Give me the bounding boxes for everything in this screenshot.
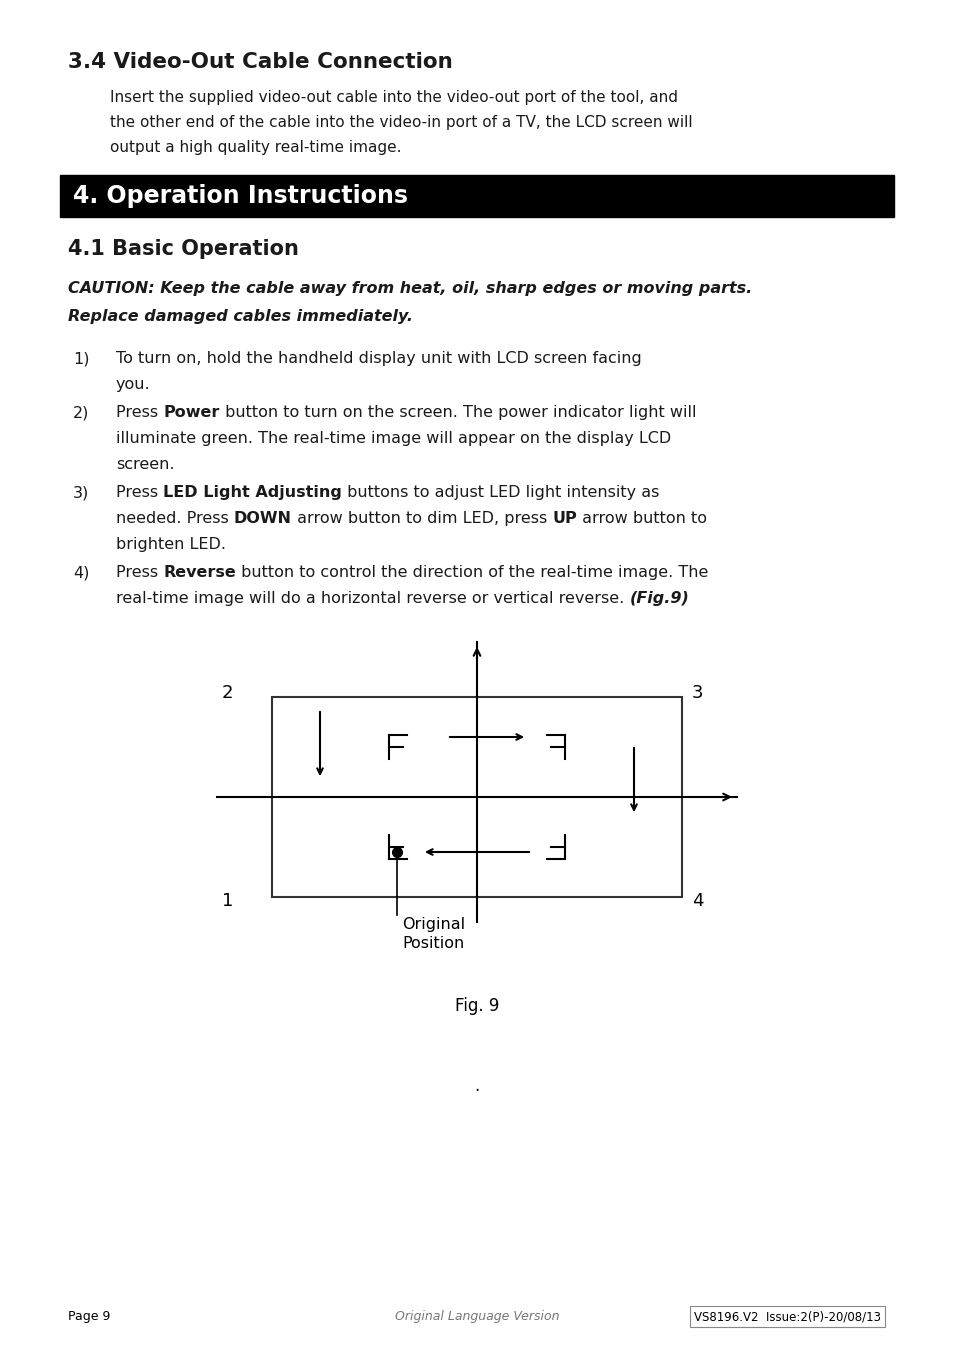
Text: 2: 2 [222, 684, 233, 701]
Text: 3.4 Video-Out Cable Connection: 3.4 Video-Out Cable Connection [68, 51, 453, 72]
Text: (Fig.9): (Fig.9) [629, 590, 688, 607]
Text: Press: Press [116, 485, 163, 500]
Text: button to control the direction of the real-time image. The: button to control the direction of the r… [235, 565, 708, 580]
Text: screen.: screen. [116, 458, 174, 473]
Text: 3): 3) [73, 485, 90, 500]
Text: CAUTION: Keep the cable away from heat, oil, sharp edges or moving parts.: CAUTION: Keep the cable away from heat, … [68, 282, 752, 297]
Text: Original Language Version: Original Language Version [395, 1311, 558, 1323]
Text: you.: you. [116, 376, 151, 393]
Text: 1): 1) [73, 351, 90, 366]
Text: LED Light Adjusting: LED Light Adjusting [163, 485, 342, 500]
Text: Reverse: Reverse [163, 565, 235, 580]
Text: the other end of the cable into the video-in port of a TV, the LCD screen will: the other end of the cable into the vide… [110, 115, 692, 130]
Text: buttons to adjust LED light intensity as: buttons to adjust LED light intensity as [342, 485, 659, 500]
Text: 3: 3 [691, 684, 702, 701]
Text: 4. Operation Instructions: 4. Operation Instructions [73, 184, 408, 209]
Text: arrow button to: arrow button to [577, 510, 706, 525]
Text: button to turn on the screen. The power indicator light will: button to turn on the screen. The power … [219, 405, 696, 420]
Text: .: . [474, 1076, 479, 1095]
Text: 1: 1 [222, 892, 233, 910]
Text: UP: UP [552, 510, 577, 525]
Text: VS8196.V2  Issue:2(P)-20/08/13: VS8196.V2 Issue:2(P)-20/08/13 [693, 1311, 880, 1323]
Bar [60, 175, 893, 217]
Text: DOWN: DOWN [233, 510, 292, 525]
Text: Power: Power [163, 405, 219, 420]
Text: To turn on, hold the handheld display unit with LCD screen facing: To turn on, hold the handheld display un… [116, 351, 641, 366]
Text: Press: Press [116, 565, 163, 580]
Bar [272, 697, 681, 896]
Text: 4): 4) [73, 565, 90, 580]
Text: output a high quality real-time image.: output a high quality real-time image. [110, 139, 401, 154]
Text: Replace damaged cables immediately.: Replace damaged cables immediately. [68, 309, 413, 324]
Text: Page 9: Page 9 [68, 1311, 111, 1323]
Text: Original
Position: Original Position [401, 917, 465, 951]
Text: real-time image will do a horizontal reverse or vertical reverse.: real-time image will do a horizontal rev… [116, 590, 629, 607]
Text: brighten LED.: brighten LED. [116, 538, 226, 552]
Text: arrow button to dim LED, press: arrow button to dim LED, press [292, 510, 552, 525]
Text: 2): 2) [73, 405, 90, 420]
Text: Insert the supplied video-out cable into the video-out port of the tool, and: Insert the supplied video-out cable into… [110, 89, 678, 106]
Text: Fig. 9: Fig. 9 [455, 997, 498, 1016]
Text: Press: Press [116, 405, 163, 420]
Text: needed. Press: needed. Press [116, 510, 233, 525]
Text: 4: 4 [691, 892, 702, 910]
Text: illuminate green. The real-time image will appear on the display LCD: illuminate green. The real-time image wi… [116, 431, 671, 445]
Text: 4.1 Basic Operation: 4.1 Basic Operation [68, 240, 298, 259]
